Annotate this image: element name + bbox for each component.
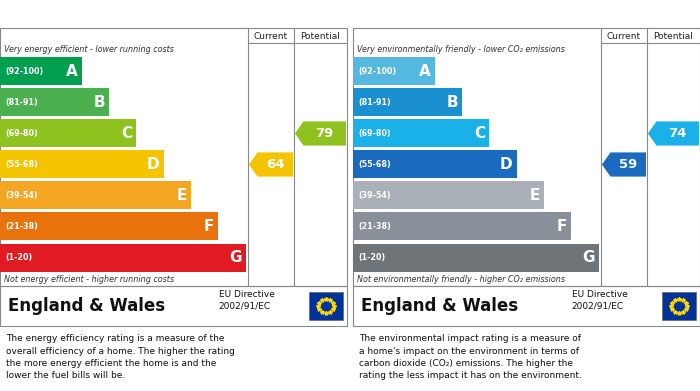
Text: (55-68): (55-68) [358,160,391,169]
Bar [0,212,218,240]
Bar [0,151,164,179]
Text: D: D [500,157,512,172]
Text: Not environmentally friendly - higher CO₂ emissions: Not environmentally friendly - higher CO… [357,275,565,284]
Bar [353,88,462,117]
Text: (81-91): (81-91) [5,98,38,107]
Text: F: F [204,219,214,234]
Text: The energy efficiency rating is a measure of the
overall efficiency of a home. T: The energy efficiency rating is a measur… [6,334,235,380]
Bar [0,181,191,210]
Bar [353,120,489,147]
Text: Potential: Potential [300,32,340,41]
Text: Current: Current [254,32,288,41]
Text: D: D [147,157,160,172]
Bar [353,181,544,210]
Bar [353,151,517,179]
Text: Not energy efficient - higher running costs: Not energy efficient - higher running co… [4,275,174,284]
Text: G: G [229,250,241,265]
Text: Very energy efficient - lower running costs: Very energy efficient - lower running co… [4,45,174,54]
Text: (1-20): (1-20) [358,253,385,262]
Polygon shape [249,152,293,177]
Text: Very environmentally friendly - lower CO₂ emissions: Very environmentally friendly - lower CO… [357,45,565,54]
Bar [353,244,598,271]
Text: B: B [447,95,458,110]
Text: 79: 79 [316,127,334,140]
Text: A: A [419,64,430,79]
Text: EU Directive
2002/91/EC: EU Directive 2002/91/EC [218,290,274,310]
Text: (92-100): (92-100) [5,67,43,76]
Text: England & Wales: England & Wales [8,297,165,315]
Bar [662,292,696,320]
Text: England & Wales: England & Wales [361,297,518,315]
Text: E: E [530,188,540,203]
Text: (55-68): (55-68) [5,160,38,169]
Text: (39-54): (39-54) [358,191,391,200]
Polygon shape [602,152,646,177]
Bar [0,120,136,147]
Text: (81-91): (81-91) [358,98,391,107]
Bar [0,57,82,86]
Text: EU Directive
2002/91/EC: EU Directive 2002/91/EC [572,290,627,310]
Text: F: F [557,219,567,234]
Text: (21-38): (21-38) [5,222,38,231]
Polygon shape [295,122,346,145]
Text: 64: 64 [266,158,284,171]
Text: (21-38): (21-38) [358,222,391,231]
Text: 59: 59 [619,158,638,171]
Text: Potential: Potential [654,32,694,41]
Text: A: A [66,64,78,79]
Text: (69-80): (69-80) [5,129,38,138]
Bar [353,212,571,240]
Text: C: C [121,126,132,141]
Text: 74: 74 [668,127,687,140]
Bar [309,292,343,320]
Polygon shape [648,122,699,145]
Text: Environmental Impact (CO₂) Rating: Environmental Impact (CO₂) Rating [361,7,607,20]
Text: C: C [475,126,485,141]
Bar [0,88,109,117]
Text: (39-54): (39-54) [5,191,38,200]
Text: (92-100): (92-100) [358,67,396,76]
Text: Current: Current [607,32,641,41]
Text: E: E [176,188,187,203]
Text: G: G [582,250,594,265]
Bar [353,57,435,86]
Bar [0,244,246,271]
Text: Energy Efficiency Rating: Energy Efficiency Rating [8,7,180,20]
Text: The environmental impact rating is a measure of
a home's impact on the environme: The environmental impact rating is a mea… [359,334,582,380]
Text: B: B [94,95,105,110]
Text: (69-80): (69-80) [358,129,391,138]
Text: (1-20): (1-20) [5,253,32,262]
